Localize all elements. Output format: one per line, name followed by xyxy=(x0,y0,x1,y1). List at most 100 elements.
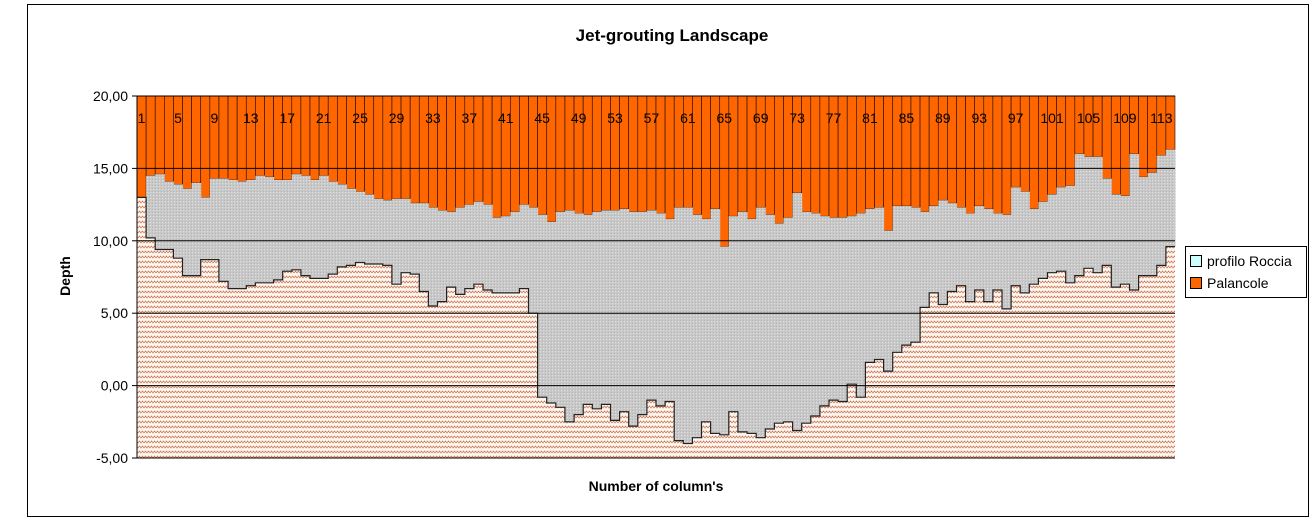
jet-grout-column xyxy=(200,197,211,260)
jet-grout-column xyxy=(628,211,639,427)
jet-grout-column xyxy=(510,211,520,293)
jet-grout-column xyxy=(756,207,766,438)
x-tick-label: 61 xyxy=(680,110,696,126)
legend-label-profilo-roccia: profilo Roccia xyxy=(1207,253,1292,269)
y-tick-label: 20,00 xyxy=(93,88,128,104)
jet-grout-column xyxy=(410,203,420,275)
jet-grout-column xyxy=(819,216,830,406)
palancole-bar xyxy=(1065,95,1076,187)
x-tick-label: 109 xyxy=(1113,110,1137,126)
jet-grout-column xyxy=(737,211,748,432)
jet-grout-column xyxy=(1047,194,1058,273)
y-tick-label: 10,00 xyxy=(93,233,128,249)
jet-grout-column xyxy=(765,214,775,430)
jet-grout-column xyxy=(910,207,921,343)
palancole-bar xyxy=(919,95,930,213)
x-tick-label: 73 xyxy=(789,110,805,126)
jet-grout-column xyxy=(473,201,484,285)
jet-grout-column xyxy=(501,216,511,293)
palancole-bar xyxy=(1147,95,1158,174)
palancole-bar xyxy=(264,95,274,178)
palancole-bar xyxy=(883,95,894,231)
chart-title: Jet-grouting Landscape xyxy=(575,26,769,45)
jet-grout-column xyxy=(847,216,857,385)
palancole-bar xyxy=(664,95,675,220)
jet-grout-column xyxy=(1065,185,1076,283)
jet-grout-column xyxy=(1083,156,1094,269)
x-tick-label: 113 xyxy=(1150,110,1173,126)
jet-grout-column xyxy=(483,204,493,291)
legend-label-palancole: Palancole xyxy=(1207,275,1269,291)
x-tick-label: 101 xyxy=(1040,110,1064,126)
jet-grout-column xyxy=(1038,201,1049,279)
legend-swatch-palancole xyxy=(1190,277,1202,289)
jet-grout-column xyxy=(273,179,284,280)
x-tick-label: 89 xyxy=(935,110,951,126)
jet-grout-column xyxy=(528,207,539,314)
jet-grout-column xyxy=(1002,214,1012,309)
palancole-bar xyxy=(1101,95,1112,179)
x-tick-label: 49 xyxy=(571,110,587,126)
jet-grout-column xyxy=(391,198,402,285)
palancole-bar xyxy=(255,95,265,176)
jet-grout-column xyxy=(1102,178,1112,266)
jet-grout-column xyxy=(1093,156,1103,273)
jet-grout-column xyxy=(829,217,839,401)
jet-grout-column xyxy=(801,211,812,424)
jet-grout-column xyxy=(228,179,238,289)
jet-grout-column xyxy=(874,207,885,360)
jet-grout-column xyxy=(191,182,202,276)
jet-grout-column xyxy=(519,204,530,289)
palancole-bar xyxy=(245,95,256,181)
palancole-bar xyxy=(309,95,320,181)
jet-grout-column xyxy=(1156,155,1167,266)
jet-grout-column xyxy=(428,207,438,306)
jet-grout-column xyxy=(346,188,357,266)
jet-grout-column xyxy=(291,174,302,270)
jet-grout-column xyxy=(209,178,220,260)
jet-grout-column xyxy=(810,213,821,417)
jet-grout-column xyxy=(1011,187,1021,286)
jet-grout-column xyxy=(146,175,156,238)
jet-grout-column xyxy=(601,210,611,405)
jet-grout-column xyxy=(710,208,721,434)
x-tick-label: 53 xyxy=(607,110,623,126)
jet-grout-column xyxy=(1074,153,1085,276)
palancole-bar xyxy=(337,95,347,185)
palancole-bar xyxy=(482,95,493,205)
palancole-bar xyxy=(956,95,966,208)
palancole-bar xyxy=(737,95,748,213)
jet-grout-column xyxy=(583,214,593,405)
jet-grout-column xyxy=(610,210,621,421)
palancole-bar xyxy=(191,95,202,184)
x-tick-label: 17 xyxy=(279,110,295,126)
jet-grout-column xyxy=(282,179,293,272)
jet-grout-column xyxy=(373,198,384,264)
jet-grout-column xyxy=(419,203,429,292)
jet-grout-column xyxy=(555,211,566,408)
x-tick-label: 33 xyxy=(425,110,441,126)
x-tick-label: 57 xyxy=(644,110,660,126)
jet-grout-column xyxy=(683,207,693,444)
jet-grout-column xyxy=(264,177,275,283)
jet-grout-column xyxy=(564,210,575,422)
x-tick-label: 41 xyxy=(498,110,514,126)
palancole-bar xyxy=(154,95,165,175)
jet-grout-column xyxy=(401,198,411,273)
jet-grout-column xyxy=(838,217,848,402)
palancole-bar xyxy=(273,95,283,181)
jet-grout-column xyxy=(455,207,466,295)
palancole-bar xyxy=(1083,95,1094,158)
jet-grout-column xyxy=(464,204,475,289)
jet-grout-column xyxy=(446,211,457,288)
palancole-bar xyxy=(291,95,302,175)
jet-grout-column xyxy=(173,184,184,259)
palancole-bar xyxy=(591,95,602,213)
legend: profilo Roccia Palancole xyxy=(1185,246,1307,298)
jet-grout-column xyxy=(492,217,502,293)
jet-grout-column xyxy=(865,208,876,363)
palancole-bar xyxy=(182,95,192,189)
jet-grout-column xyxy=(237,181,247,289)
jet-grout-column xyxy=(619,208,630,412)
